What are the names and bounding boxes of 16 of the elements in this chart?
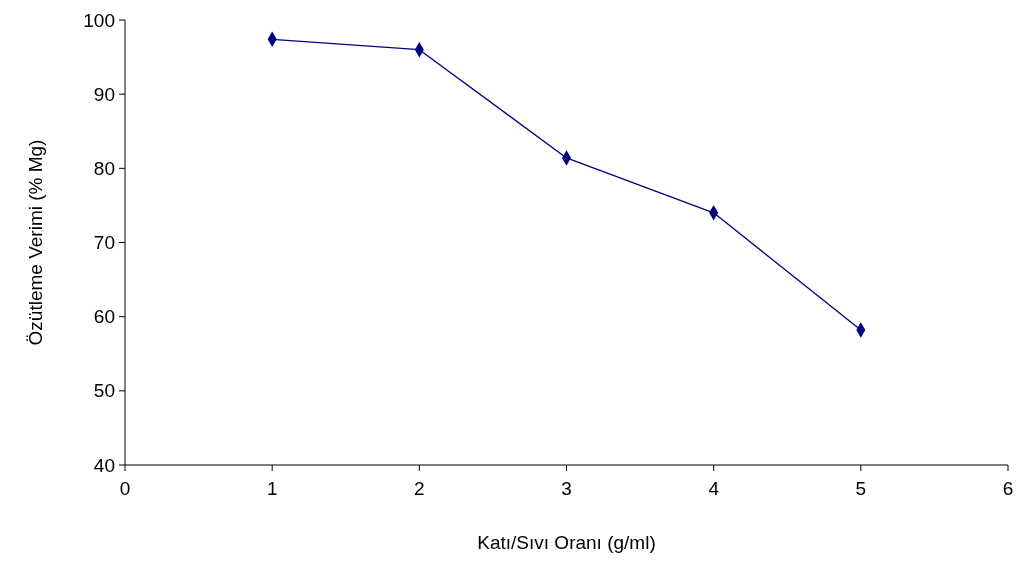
x-axis-title: Katı/Sıvı Oranı (g/ml) [477,532,656,553]
y-tick-label: 70 [93,232,115,254]
y-tick-label: 90 [93,83,115,105]
y-tick-label: 100 [83,9,115,31]
y-tick-label: 80 [93,157,115,179]
x-tick-label: 2 [414,478,425,499]
x-tick-label: 6 [1002,478,1014,499]
y-tick-label: 60 [93,306,115,328]
x-tick-label: 1 [266,478,278,499]
y-axis-title: Özütleme Verimi (% Mg) [25,139,46,346]
y-tick-label: 50 [93,380,115,402]
y-tick-label: 40 [93,454,115,476]
x-tick-label: 0 [119,478,131,499]
x-tick-label: 3 [561,478,572,499]
x-tick-label: 4 [708,478,720,499]
x-tick-label: 5 [855,478,867,499]
